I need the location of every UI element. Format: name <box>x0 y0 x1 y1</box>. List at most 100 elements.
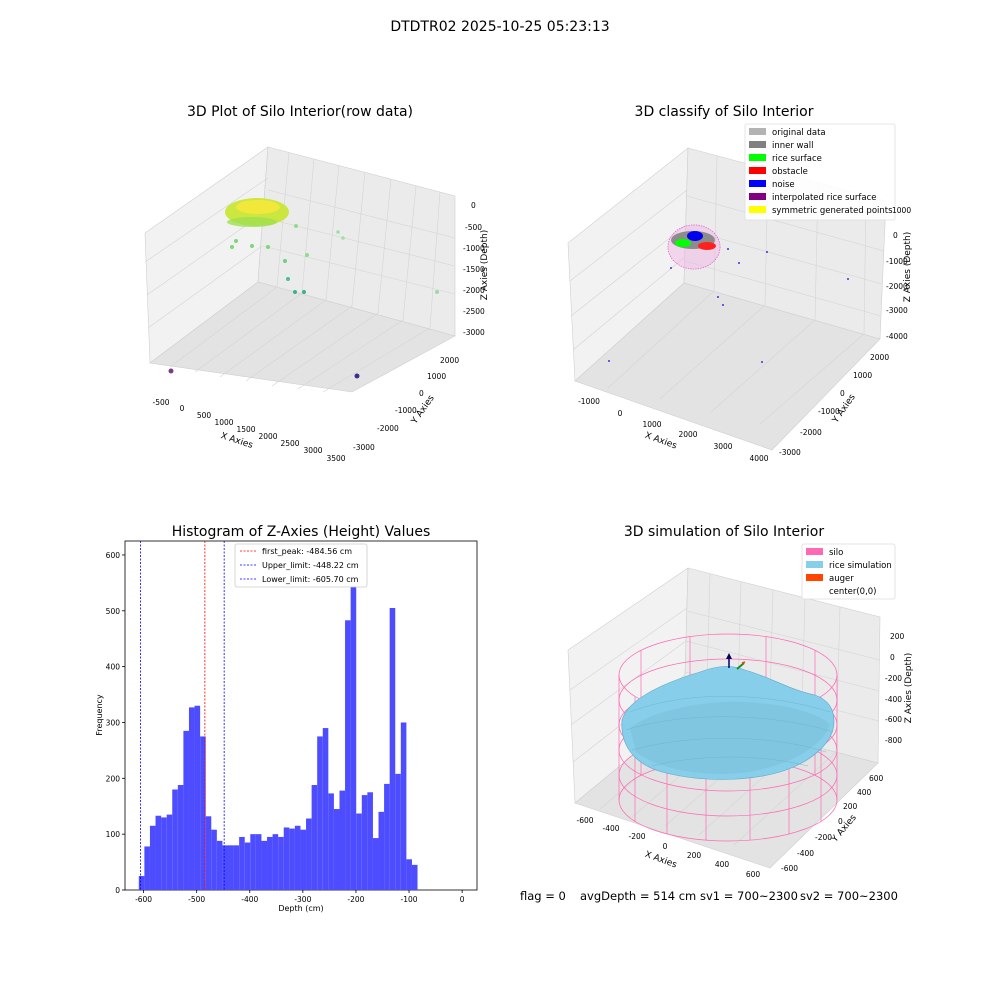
raw-z-label: Z Axies (Depth) <box>480 230 490 301</box>
histogram-bar <box>339 790 346 890</box>
raw-xtick: 3500 <box>326 454 345 463</box>
classify-ztick: -3000 <box>886 306 908 315</box>
raw-x-ticks: -500 0 500 1000 1500 2000 2500 3000 3500 <box>152 398 345 463</box>
classify-noise-points <box>608 248 849 363</box>
status-flag: flag = 0 <box>520 889 566 903</box>
classify-xtick: 4000 <box>749 454 768 463</box>
histogram-bar <box>400 722 407 890</box>
sim-xtick: 600 <box>746 870 761 879</box>
raw-x-label: X Axies <box>219 431 254 451</box>
classify-ytick: -3000 <box>779 448 801 457</box>
raw-scatter <box>168 198 439 379</box>
raw-ztick: -2500 <box>463 307 485 316</box>
sim-z-ticks: 200 0 -200 -400 -600 -800 <box>885 632 905 745</box>
raw-point <box>341 236 345 240</box>
sim-ztick: 0 <box>890 653 895 662</box>
sim-auger-tip <box>741 661 746 664</box>
histogram-bars <box>138 558 418 890</box>
sim-ztick: -800 <box>885 736 902 745</box>
histogram-xtick-label: -600 <box>135 895 152 904</box>
histogram-xtick-label: -100 <box>401 895 418 904</box>
sim-rice-mesh-line <box>651 756 809 767</box>
histogram-x-ticks: -600 -500 -400 -300 -200 -100 0 <box>135 890 465 904</box>
sim-xtick: -400 <box>602 824 619 833</box>
raw-point <box>283 259 287 263</box>
raw-y-ticks: -3000 -2000 -1000 0 1000 2000 <box>353 356 459 452</box>
histogram-bar <box>183 730 189 890</box>
classify-noise-point <box>847 278 849 280</box>
histogram-bar <box>389 608 396 890</box>
raw-ztick: -500 <box>465 223 482 232</box>
classify-rice-surface <box>675 239 691 247</box>
sim-xtick: -600 <box>576 816 593 825</box>
raw-ytick: -2000 <box>377 424 399 433</box>
legend-swatch-obstacle <box>749 167 766 174</box>
raw-point <box>336 230 340 234</box>
classify-y-ticks: -3000 -2000 -1000 0 1000 2000 <box>779 353 889 457</box>
histogram-xtick-label: 0 <box>460 895 465 904</box>
legend-swatch-noise <box>749 180 766 187</box>
histogram-xtick-label: -400 <box>241 895 258 904</box>
classify-ytick: 2000 <box>870 353 889 362</box>
legend-swatch-inner-wall <box>749 141 766 148</box>
histogram-bar <box>378 811 385 890</box>
legend-swatch-auger <box>806 574 823 581</box>
raw-xtick: 1000 <box>214 418 233 427</box>
legend-label-noise: noise <box>772 180 795 190</box>
legend-label-rice-surface: rice surface <box>772 154 822 164</box>
sim-rice-mesh-line <box>631 738 827 753</box>
classify-legend-frame <box>744 123 896 221</box>
sim-rice-mesh-line <box>629 696 831 713</box>
histogram-bar <box>138 876 145 890</box>
histogram-threshold-lines <box>140 541 225 890</box>
histogram-bar <box>166 814 173 890</box>
classify-z-ticks: 1000 0 -1000 -2000 -3000 -4000 <box>886 206 911 341</box>
sim-ztick: -200 <box>885 674 902 683</box>
sim-ytick: -600 <box>781 864 798 873</box>
classify-noise-point <box>670 267 672 269</box>
raw-point <box>286 277 290 281</box>
histogram-x-label: Depth (cm) <box>278 904 323 913</box>
histogram-bar <box>395 773 401 890</box>
histogram-bar <box>200 736 206 890</box>
classify-xtick: 3000 <box>713 442 732 451</box>
histogram-bar <box>356 813 362 890</box>
simulation-3d-panel: 3D simulation of Silo Interior <box>567 524 914 879</box>
classify-z-label: Z Axies (Depth) <box>903 232 913 303</box>
histogram-bar <box>161 817 167 890</box>
raw-xtick: 2500 <box>280 439 299 448</box>
legend-swatch-original-data <box>749 128 766 135</box>
histogram-bar <box>317 736 323 890</box>
sim-z-label: Z Axies (Depth) <box>904 653 914 724</box>
histogram-bar <box>194 705 201 890</box>
sim-ytick: -200 <box>815 833 832 842</box>
legend-label-center: center(0,0) <box>829 587 877 597</box>
classify-silo-cluster <box>667 224 721 270</box>
histogram-legend-frame <box>234 543 368 588</box>
histogram-y-label: Frequency <box>95 694 104 736</box>
sim-xtick: -200 <box>628 832 645 841</box>
histogram-bar <box>267 836 273 890</box>
histogram-bar <box>177 785 184 890</box>
classify-x-label: X Axies <box>643 431 678 452</box>
raw-ytick: 1000 <box>427 372 446 381</box>
classify-xtick: 0 <box>618 409 623 418</box>
legend-swatch-symmetric <box>749 206 766 213</box>
legend-label-silo: silo <box>829 548 843 558</box>
histogram-bar <box>350 558 357 890</box>
raw-xtick: 2000 <box>258 432 277 441</box>
histogram-bar <box>283 827 290 890</box>
legend-swatch-silo <box>806 548 823 555</box>
classify-ztick: -1000 <box>886 257 908 266</box>
histogram-xtick-label: -300 <box>294 895 311 904</box>
legend-label-first-peak: first_peak: -484.56 cm <box>262 547 352 556</box>
histogram-bar <box>372 838 379 890</box>
raw-point <box>234 239 238 243</box>
classify-noise-point <box>738 262 740 264</box>
sim-ytick: 600 <box>869 774 884 783</box>
sim-y-ticks: -600 -400 -200 0 200 400 600 <box>781 774 884 873</box>
sim-legend-frame <box>801 543 896 600</box>
classify-3d-panel: 3D classify of Silo Interior <box>567 104 913 463</box>
raw-3d-panel: 3D Plot of Silo Interior(row data) <box>144 104 490 463</box>
histogram-bar <box>250 834 256 890</box>
